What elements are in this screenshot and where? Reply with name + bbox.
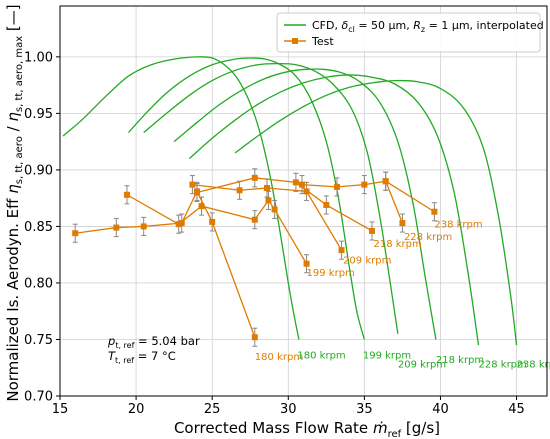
test-point <box>251 334 258 341</box>
test-point <box>251 216 258 223</box>
test-point <box>303 188 310 195</box>
legend-test-marker <box>292 38 298 44</box>
y-tick-label: 0.90 <box>24 163 53 178</box>
test-point <box>113 224 120 231</box>
y-axis-label-sub1: s, tt, aero <box>14 136 25 184</box>
y-tick-label: 0.75 <box>24 333 53 348</box>
test-point <box>236 187 243 194</box>
x-tick-label: 20 <box>128 402 145 417</box>
x-axis-ticks: 15 20 25 30 35 40 45 <box>52 396 525 417</box>
annotation-test: 180 krpm <box>255 352 303 363</box>
annotation-test: 209 krpm <box>343 256 391 267</box>
annotation-test: 218 krpm <box>374 239 422 250</box>
test-point <box>298 181 305 188</box>
test-point <box>140 223 147 230</box>
test-point <box>193 189 200 196</box>
test-point <box>265 197 272 204</box>
cfd-curve-199-krpm <box>128 57 366 340</box>
test-point <box>323 201 330 208</box>
annotation-test: 199 krpm <box>307 268 355 279</box>
test-point <box>271 206 278 213</box>
cfd-curve-180-krpm <box>62 56 300 340</box>
test-point <box>333 183 340 190</box>
cfd-curve-209-krpm <box>143 62 399 334</box>
test-point <box>292 179 299 186</box>
annotation-cfd: 199 krpm <box>363 351 411 362</box>
annotation-cfd: 209 krpm <box>398 360 446 371</box>
y-axis-label-unit: [—] <box>4 4 22 31</box>
legend-box <box>276 12 541 53</box>
condition-pressure: pt, ref = 5.04 bar <box>107 334 200 350</box>
test-point <box>382 178 389 185</box>
test-curves <box>72 168 438 347</box>
annotation-cfd: 238 krpm <box>517 360 550 371</box>
plot-frame <box>59 5 548 397</box>
legend-test-label: Test <box>311 35 334 48</box>
plot-background <box>60 6 547 396</box>
x-axis-label: Corrected Mass Flow Rate ṁref [g/s] <box>174 419 440 439</box>
test-point <box>361 181 368 188</box>
y-axis-label-sub2: s, tt, aero, max <box>14 36 25 112</box>
test-point <box>251 174 258 181</box>
legend: CFD, δcl = 50 µm, Rz = 1 µm, interpolate… <box>276 12 544 53</box>
test-point <box>209 218 216 225</box>
x-tick-label: 15 <box>52 402 69 417</box>
test-point <box>123 191 130 198</box>
y-axis-label-sep: / <box>4 122 22 137</box>
test-point <box>263 185 270 191</box>
test-point <box>189 181 196 188</box>
annotation-test: 238 krpm <box>434 220 482 231</box>
test-point <box>178 220 185 227</box>
x-tick-label: 35 <box>356 402 373 417</box>
x-axis-label-unit: [g/s] <box>406 419 440 437</box>
test-point <box>175 221 182 228</box>
y-axis-label-prefix: Normalized Is. Aerodyn. Eff <box>4 198 22 402</box>
x-tick-label: 45 <box>508 402 525 417</box>
y-tick-label: 0.85 <box>24 220 53 235</box>
annotation-cfd: 228 krpm <box>479 360 527 371</box>
test-point <box>368 227 375 234</box>
test-point <box>338 247 345 254</box>
x-tick-label: 30 <box>280 402 297 417</box>
annotation-cfd: 180 krpm <box>297 351 345 362</box>
y-tick-label: 0.80 <box>24 276 53 291</box>
y-axis-label: Normalized Is. Aerodyn. Eff ηs, tt, aero… <box>4 4 25 401</box>
test-line-238-krpm <box>385 180 435 213</box>
test-point <box>72 230 79 237</box>
x-axis-label-symbol: ṁ <box>373 419 388 437</box>
cfd-curve-238-krpm <box>234 79 518 346</box>
x-axis-label-text: Corrected Mass Flow Rate <box>174 419 368 437</box>
y-axis-label-eta2: η <box>4 112 22 122</box>
condition-temperature: Tt, ref = 7 °C <box>108 349 176 365</box>
annotation-cfd: 218 krpm <box>436 355 484 366</box>
x-tick-label: 40 <box>432 402 449 417</box>
y-tick-label: 0.70 <box>24 390 53 405</box>
y-tick-label: 1.00 <box>24 50 53 65</box>
annotation-test: 228 krpm <box>404 232 452 243</box>
test-point <box>198 203 205 210</box>
legend-cfd-label: CFD, δcl = 50 µm, Rz = 1 µm, interpolate… <box>312 19 544 34</box>
test-point <box>303 260 310 267</box>
cfd-curve-218-krpm <box>173 68 437 340</box>
test-point <box>399 220 406 227</box>
y-axis-label-eta1: η <box>4 184 22 194</box>
x-tick-label: 25 <box>204 402 221 417</box>
test-point <box>431 208 438 215</box>
cfd-curve-228-krpm <box>188 74 480 346</box>
x-axis-label-sub: ref <box>388 429 402 439</box>
y-tick-label: 0.95 <box>24 107 53 122</box>
y-axis-ticks: 0.70 0.75 0.80 0.85 0.90 0.95 1.00 <box>24 50 60 405</box>
cfd-curves <box>62 56 518 346</box>
